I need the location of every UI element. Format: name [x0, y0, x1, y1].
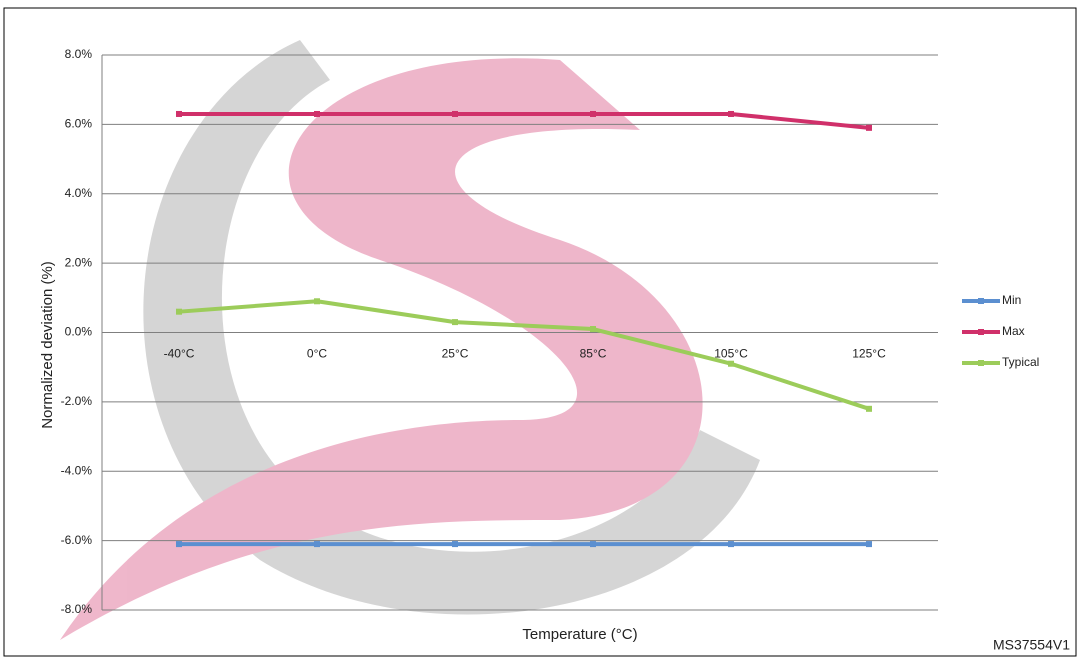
- point: [866, 405, 872, 412]
- point: [314, 110, 320, 117]
- y-tick-label: 4.0%: [65, 186, 93, 200]
- y-tick-label: -2.0%: [61, 394, 93, 408]
- y-tick-label: 0.0%: [65, 325, 93, 339]
- y-tick-label: 8.0%: [65, 47, 93, 61]
- point: [866, 541, 872, 548]
- footnote: MS37554V1: [993, 637, 1070, 653]
- point: [314, 541, 320, 548]
- point: [728, 541, 734, 548]
- frame: [3, 7, 1077, 657]
- y-tick-label: 2.0%: [65, 255, 93, 269]
- point: [176, 308, 182, 315]
- x-axis-label: Temperature (°C): [522, 626, 637, 643]
- legend-label: Typical: [1002, 355, 1039, 369]
- point: [176, 110, 182, 117]
- x-tick-label: 105°C: [714, 347, 748, 361]
- watermark: [60, 40, 760, 640]
- legend-marker: [978, 329, 984, 335]
- x-tick-label: 25°C: [442, 347, 469, 361]
- legend-label: Min: [1002, 293, 1021, 307]
- y-axis-label: Normalized deviation (%): [39, 261, 56, 429]
- x-tick-label: -40°C: [164, 347, 195, 361]
- point: [866, 124, 872, 131]
- point: [452, 110, 458, 117]
- series-line: [178, 299, 870, 411]
- point: [452, 319, 458, 326]
- point: [452, 541, 458, 548]
- legend-marker: [978, 360, 984, 366]
- point: [728, 360, 734, 367]
- point: [590, 541, 596, 548]
- x-tick-label: 85°C: [580, 347, 607, 361]
- series-line: [179, 111, 870, 130]
- legend-marker: [978, 298, 984, 304]
- y-tick-label: -8.0%: [61, 602, 93, 616]
- x-tick-label: 0°C: [307, 347, 327, 361]
- y-tick-label: -6.0%: [61, 533, 93, 547]
- point: [590, 110, 596, 117]
- y-tick-label: -4.0%: [61, 463, 93, 477]
- point: [728, 110, 734, 117]
- point: [590, 326, 596, 333]
- point: [314, 298, 320, 305]
- x-tick-label: 125°C: [852, 347, 886, 361]
- legend-label: Max: [1002, 324, 1025, 338]
- point: [176, 541, 182, 548]
- y-tick-label: 6.0%: [65, 117, 93, 131]
